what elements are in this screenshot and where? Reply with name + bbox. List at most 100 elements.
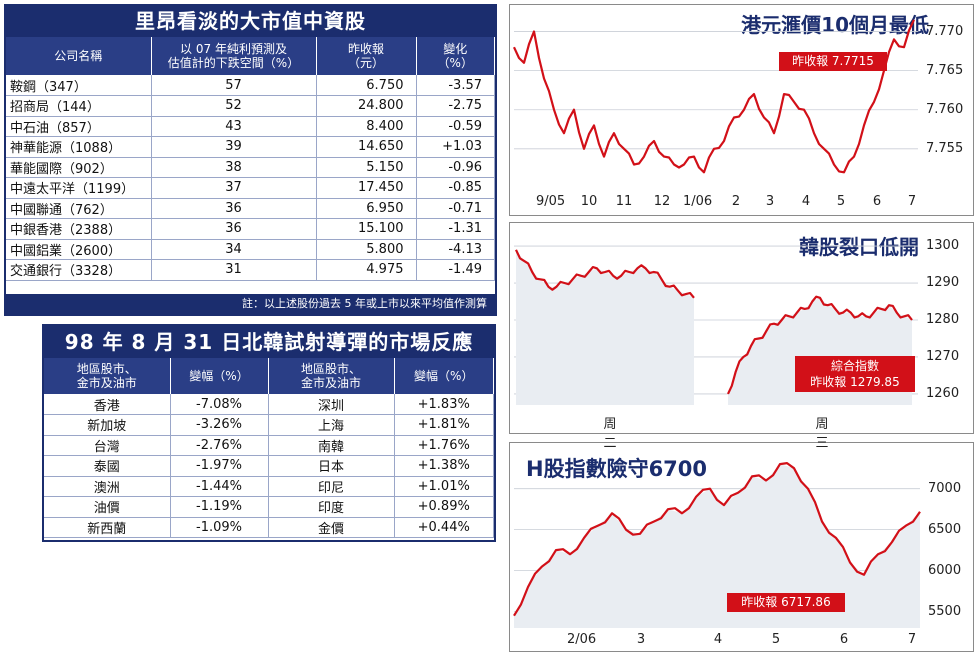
kospi-y-tick: 1290	[926, 275, 960, 291]
table-row: 交通銀行（3328） 31 4.975 -1.49	[6, 259, 495, 281]
table-row: 新西蘭 -1.09% 金價 +0.44%	[44, 517, 494, 538]
hkd-svg	[513, 19, 918, 174]
table2-header-1: 變幅（%）	[170, 358, 269, 394]
kospi-y-tick: 1260	[926, 385, 960, 401]
table1-cell: 24.800	[316, 95, 417, 117]
table2-cell: -2.76%	[170, 435, 269, 456]
table2-cell: +0.44%	[394, 517, 494, 538]
table2-cell: 印度	[268, 496, 395, 518]
table1-cell: 43	[151, 116, 317, 137]
table1-header-2: 昨收報 （元）	[316, 37, 417, 75]
table1-grid: 公司名稱以 07 年純利預測及 估值計的下跌空間（%） 昨收報 （元） 變化 （%） 鞍鋼…	[6, 37, 495, 281]
table1-header-line: （元）	[347, 56, 384, 70]
table-row: 中國聯通（762） 36 6.950 -0.71	[6, 198, 495, 219]
table-row: 泰國 -1.97% 日本 +1.38%	[44, 455, 494, 477]
table1-header-line: 以 07 年純利預測及	[180, 42, 287, 56]
hkd-x-tick: 5	[836, 194, 846, 209]
table2-cell: +1.01%	[394, 476, 494, 497]
table2-header-line: 金市及油市	[300, 376, 361, 390]
hkd-x-tick: 2	[731, 194, 741, 209]
table1-cell: -2.75	[416, 95, 495, 117]
table1-header-line: 昨收報	[347, 42, 384, 56]
table1-header-1: 以 07 年純利預測及 估值計的下跌空間（%）	[151, 37, 317, 75]
table2-cell: +1.38%	[394, 455, 494, 477]
table2-cell: +1.83%	[394, 394, 494, 415]
hshare-y-tick: 6000	[928, 562, 962, 578]
table-row: 中遠太平洋（1199） 37 17.450 -0.85	[6, 177, 495, 199]
table-row: 中銀香港（2388） 36 15.100 -1.31	[6, 218, 495, 240]
hkd-x-tick: 10	[580, 194, 598, 209]
table2-header-3: 變幅（%）	[394, 358, 494, 394]
hkd-x-tick: 7	[907, 194, 917, 209]
hshare-series-line-0	[513, 462, 921, 617]
hkd-x-tick: 1/06	[683, 194, 713, 209]
table2-cell: -1.19%	[170, 496, 269, 518]
table1-cell: 38	[151, 157, 317, 178]
table1-header-line: 公司名稱	[54, 49, 103, 63]
hkd-y-tick: 7.770	[926, 23, 964, 39]
table-row: 神華能源（1088） 39 14.650 +1.03	[6, 136, 495, 158]
table2-cell: 日本	[268, 455, 395, 477]
hkd-chart-title: 港元滙價10個月最低	[741, 13, 929, 37]
table1-cell: 6.950	[316, 198, 417, 219]
table1-cell: 5.800	[316, 239, 417, 260]
hshare-y-tick: 6500	[928, 521, 962, 537]
table1-cell: 中石油（857）	[6, 116, 152, 137]
kospi-x-tick: 周 三	[815, 417, 829, 451]
table1-note: 註：以上述股份過去 5 年或上市以來平均值作測算	[6, 294, 495, 314]
table1-cell: 36	[151, 198, 317, 219]
table2-cell: 油價	[44, 496, 171, 518]
hshare-x-tick: 5	[771, 632, 781, 647]
kospi-series-line-0	[515, 249, 695, 299]
table1-header-line: （%）	[437, 56, 473, 70]
table2-header-line: 變幅（%）	[189, 369, 249, 383]
table1-cell: 4.975	[316, 259, 417, 281]
hshare-x-tick: 3	[636, 632, 646, 647]
table-row: 華能國際（902） 38 5.150 -0.96	[6, 157, 495, 178]
table2-cell: 深圳	[268, 394, 395, 415]
table1-cell: -0.85	[416, 177, 495, 199]
table2-cell: 南韓	[268, 435, 395, 456]
table2-cell: +0.89%	[394, 496, 494, 518]
table1-header-row: 公司名稱以 07 年純利預測及 估值計的下跌空間（%） 昨收報 （元） 變化 （%）	[6, 37, 495, 75]
hkd-x-tick: 6	[872, 194, 882, 209]
table2-header-2: 地區股市、 金市及油市	[268, 358, 395, 394]
table-row: 澳洲 -1.44% 印尼 +1.01%	[44, 476, 494, 497]
table1-cell: 神華能源（1088）	[6, 136, 152, 158]
table1-header-line: 變化	[443, 42, 468, 56]
table-row: 中國鋁業（2600） 34 5.800 -4.13	[6, 239, 495, 260]
kospi-svg	[514, 245, 918, 405]
kospi-area-0	[516, 249, 694, 405]
table2-cell: 澳洲	[44, 476, 171, 497]
hkd-close-badge: 昨收報 7.7715	[779, 52, 887, 71]
table2-cell: 泰國	[44, 455, 171, 477]
table1-header-line: 估值計的下跌空間（%）	[167, 56, 300, 70]
table1-cell: 31	[151, 259, 317, 281]
table1-cell: 8.400	[316, 116, 417, 137]
table2-cell: -3.26%	[170, 414, 269, 436]
hshare-chart-title: H股指數險守6700	[526, 457, 708, 481]
hkd-y-tick: 7.765	[926, 62, 964, 78]
table1-cell: 52	[151, 95, 317, 117]
kospi-y-tick: 1300	[926, 238, 960, 254]
table1-cell: -4.13	[416, 239, 495, 260]
hshare-y-tick: 7000	[928, 480, 962, 496]
table-row: 鞍鋼（347） 57 6.750 -3.57	[6, 75, 495, 96]
table-row: 中石油（857） 43 8.400 -0.59	[6, 116, 495, 137]
table2-cell: 新加坡	[44, 414, 171, 436]
table1-cell: 39	[151, 136, 317, 158]
table2-title: 98 年 8 月 31 日北韓試射導彈的市場反應	[44, 326, 494, 358]
kospi-x-tick: 周 二	[603, 417, 617, 451]
table1-cell: -0.96	[416, 157, 495, 178]
hshare-close-badge: 昨收報 6717.86	[727, 593, 845, 612]
table1-cell: 5.150	[316, 157, 417, 178]
kospi-series-line-1	[727, 295, 913, 395]
table1-cell: 華能國際（902）	[6, 157, 152, 178]
table-row: 油價 -1.19% 印度 +0.89%	[44, 496, 494, 518]
table1-cell: 57	[151, 75, 317, 96]
table2-header-line: 變幅（%）	[414, 369, 474, 383]
table2-header-line: 金市及油市	[76, 376, 137, 390]
table2-cell: 上海	[268, 414, 395, 436]
table2-cell: -1.44%	[170, 476, 269, 497]
table2-cell: +1.81%	[394, 414, 494, 436]
